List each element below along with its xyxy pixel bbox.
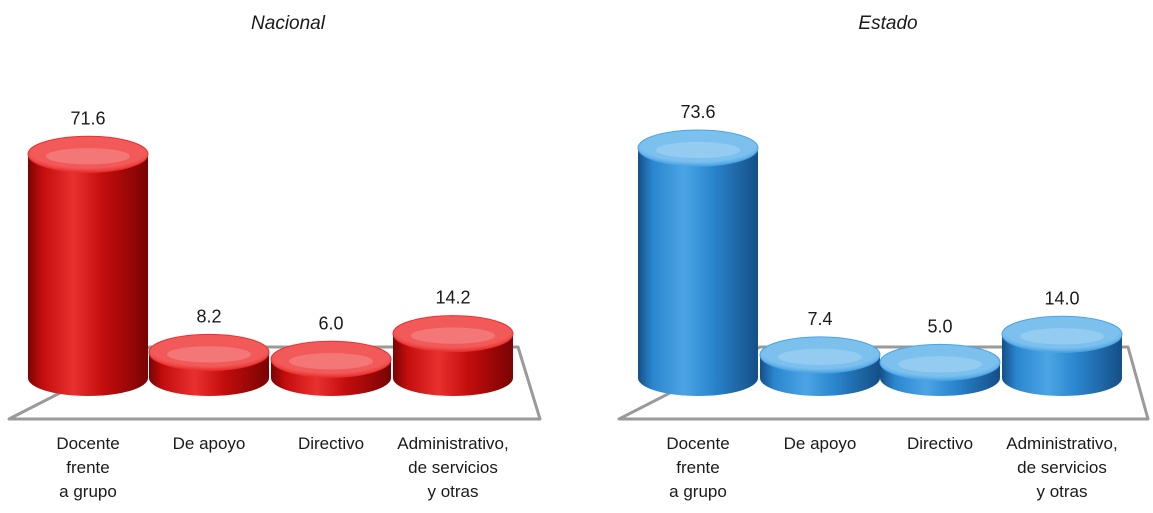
bar-top-highlight bbox=[411, 327, 495, 344]
category-label: frente bbox=[676, 458, 719, 477]
bar bbox=[270, 340, 392, 396]
bar-top-highlight bbox=[778, 348, 862, 365]
category-labels-nacional: Docente frente a grupo De apoyo Directivo Adm… bbox=[56, 434, 508, 501]
bar bbox=[1001, 315, 1123, 396]
bar-top bbox=[1001, 315, 1123, 353]
category-label: Docente bbox=[666, 434, 729, 453]
category-label: y otras bbox=[1036, 482, 1087, 501]
bar-top-highlight bbox=[1020, 328, 1104, 345]
category-label: Directivo bbox=[298, 434, 364, 453]
category-label: frente bbox=[66, 458, 109, 477]
bar-top bbox=[270, 340, 392, 378]
bar-body bbox=[28, 154, 148, 396]
value-label: 14.0 bbox=[1044, 288, 1079, 308]
value-label: 14.2 bbox=[435, 288, 470, 308]
category-label: a grupo bbox=[669, 482, 727, 501]
bar bbox=[637, 129, 759, 396]
category-label: De apoyo bbox=[173, 434, 246, 453]
category-label: Administrativo, bbox=[397, 434, 508, 453]
bar-top bbox=[148, 333, 270, 371]
chart-title-nacional: Nacional bbox=[251, 13, 326, 34]
bar bbox=[27, 135, 149, 396]
value-label: 6.0 bbox=[318, 313, 343, 333]
value-label: 8.2 bbox=[196, 306, 221, 326]
category-label: a grupo bbox=[59, 482, 117, 501]
bar-top-highlight bbox=[289, 353, 373, 370]
category-label: Docente bbox=[56, 434, 119, 453]
bar-top bbox=[759, 336, 881, 374]
bar bbox=[759, 336, 881, 396]
bar bbox=[879, 343, 1001, 396]
bar bbox=[392, 315, 514, 396]
bar-top bbox=[392, 315, 514, 353]
bar bbox=[148, 333, 270, 396]
bar-body bbox=[638, 148, 758, 396]
category-label: Administrativo, bbox=[1006, 434, 1117, 453]
panel-nacional: Nacional 71.6 8.2 6.0 14.2 Docente frente a g… bbox=[7, 13, 542, 501]
category-label: y otras bbox=[427, 482, 478, 501]
category-label: Directivo bbox=[907, 434, 973, 453]
bar-top-highlight bbox=[46, 148, 130, 165]
value-label: 7.4 bbox=[807, 309, 832, 329]
panel-estado: Estado 73.6 7.4 5.0 14.0 Docente frente a gru… bbox=[617, 13, 1150, 501]
value-label: 5.0 bbox=[927, 316, 952, 336]
chart-title-estado: Estado bbox=[858, 13, 917, 34]
value-label: 73.6 bbox=[680, 102, 715, 122]
category-label: de servicios bbox=[408, 458, 498, 477]
category-label: De apoyo bbox=[784, 434, 857, 453]
bar-top-highlight bbox=[898, 356, 982, 373]
value-labels-nacional: 71.6 8.2 6.0 14.2 bbox=[70, 108, 470, 333]
bar-top bbox=[879, 343, 1001, 381]
bar-top bbox=[27, 135, 149, 173]
category-labels-estado: Docente frente a grupo De apoyo Directivo Adm… bbox=[666, 434, 1117, 501]
bars-estado bbox=[637, 129, 1123, 396]
bar-top-highlight bbox=[167, 346, 251, 363]
bars-nacional bbox=[27, 135, 514, 396]
category-label: de servicios bbox=[1017, 458, 1107, 477]
value-label: 71.6 bbox=[70, 108, 105, 128]
value-labels-estado: 73.6 7.4 5.0 14.0 bbox=[680, 102, 1079, 336]
bar-top bbox=[637, 129, 759, 167]
bar-top-highlight bbox=[656, 141, 740, 159]
